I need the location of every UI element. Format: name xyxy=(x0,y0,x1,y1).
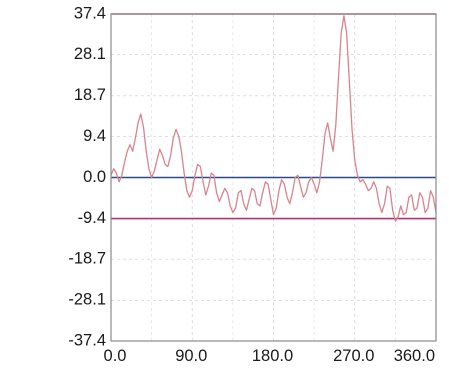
x-tick-label: 90.0 xyxy=(175,347,207,365)
y-tick-label: 9.4 xyxy=(83,127,106,145)
y-tick-labels: 37.4 28.1 18.7 9.4 0.0 -9.4 -18.7 -28.1 … xyxy=(68,4,106,349)
series-group xyxy=(110,15,437,222)
y-tick-label: 0.0 xyxy=(83,168,106,186)
y-tick-label: 37.4 xyxy=(74,4,106,22)
plot-frame xyxy=(110,13,437,342)
y-tick-label: -9.4 xyxy=(78,209,106,227)
y-tick-label: 28.1 xyxy=(74,45,106,63)
x-tick-label: 360.0 xyxy=(394,347,435,365)
x-tick-labels: 0.0 90.0 180.0 270.0 360.0 xyxy=(104,347,435,365)
y-tick-label: -18.7 xyxy=(68,250,106,268)
x-tick-label: 0.0 xyxy=(104,347,127,365)
y-tick-label: -28.1 xyxy=(68,291,106,309)
series-line xyxy=(110,15,437,222)
y-tick-label: 18.7 xyxy=(74,86,106,104)
y-tick-label: -37.4 xyxy=(68,331,106,349)
x-tick-label: 180.0 xyxy=(252,347,293,365)
x-tick-label: 270.0 xyxy=(333,347,374,365)
